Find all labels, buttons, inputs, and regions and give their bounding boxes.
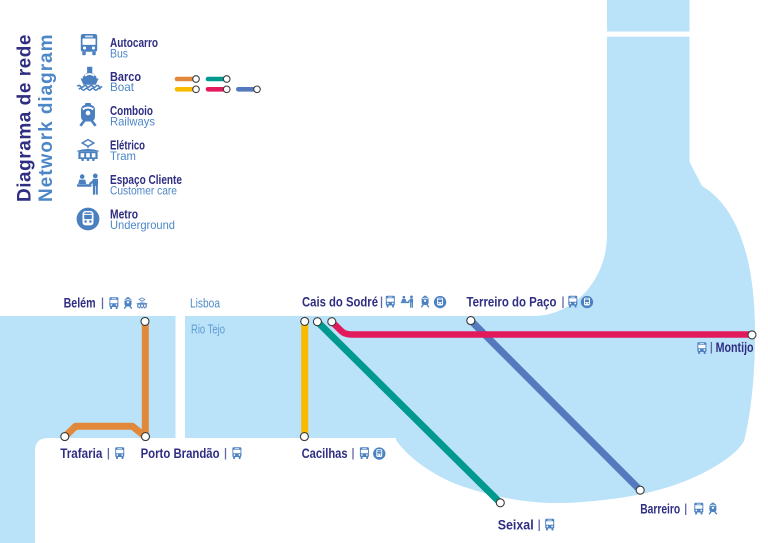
svg-text:Barreiro: Barreiro bbox=[640, 502, 680, 517]
svg-text:Barco: Barco bbox=[110, 70, 141, 84]
svg-text:Customer care: Customer care bbox=[110, 184, 177, 198]
svg-text:Tram: Tram bbox=[110, 149, 136, 163]
svg-text:Autocarro: Autocarro bbox=[110, 36, 158, 50]
svg-text:Lisboa: Lisboa bbox=[190, 297, 220, 311]
svg-text:Cacilhas: Cacilhas bbox=[302, 446, 348, 461]
svg-text:Elétrico: Elétrico bbox=[110, 139, 145, 153]
svg-text:Diagrama de rede: Diagrama de rede bbox=[15, 35, 36, 203]
svg-text:Railways: Railways bbox=[110, 115, 155, 129]
svg-text:Belém: Belém bbox=[64, 296, 96, 311]
svg-text:Montijo: Montijo bbox=[716, 340, 754, 355]
svg-text:Espaço Cliente: Espaço Cliente bbox=[110, 173, 182, 187]
svg-text:Boat: Boat bbox=[110, 80, 135, 94]
svg-text:Underground: Underground bbox=[110, 218, 175, 232]
svg-text:Comboio: Comboio bbox=[110, 104, 153, 118]
svg-text:Terreiro do Paço: Terreiro do Paço bbox=[467, 295, 557, 310]
svg-text:Network diagram: Network diagram bbox=[36, 35, 57, 203]
svg-text:Trafaria: Trafaria bbox=[60, 446, 102, 461]
svg-text:Cais do Sodré: Cais do Sodré bbox=[302, 295, 378, 310]
svg-text:Metro: Metro bbox=[110, 208, 138, 222]
svg-text:Seixal: Seixal bbox=[498, 518, 534, 533]
svg-text:Porto Brandão: Porto Brandão bbox=[141, 446, 220, 461]
svg-text:Rio Tejo: Rio Tejo bbox=[191, 323, 225, 337]
svg-text:Bus: Bus bbox=[110, 47, 128, 61]
